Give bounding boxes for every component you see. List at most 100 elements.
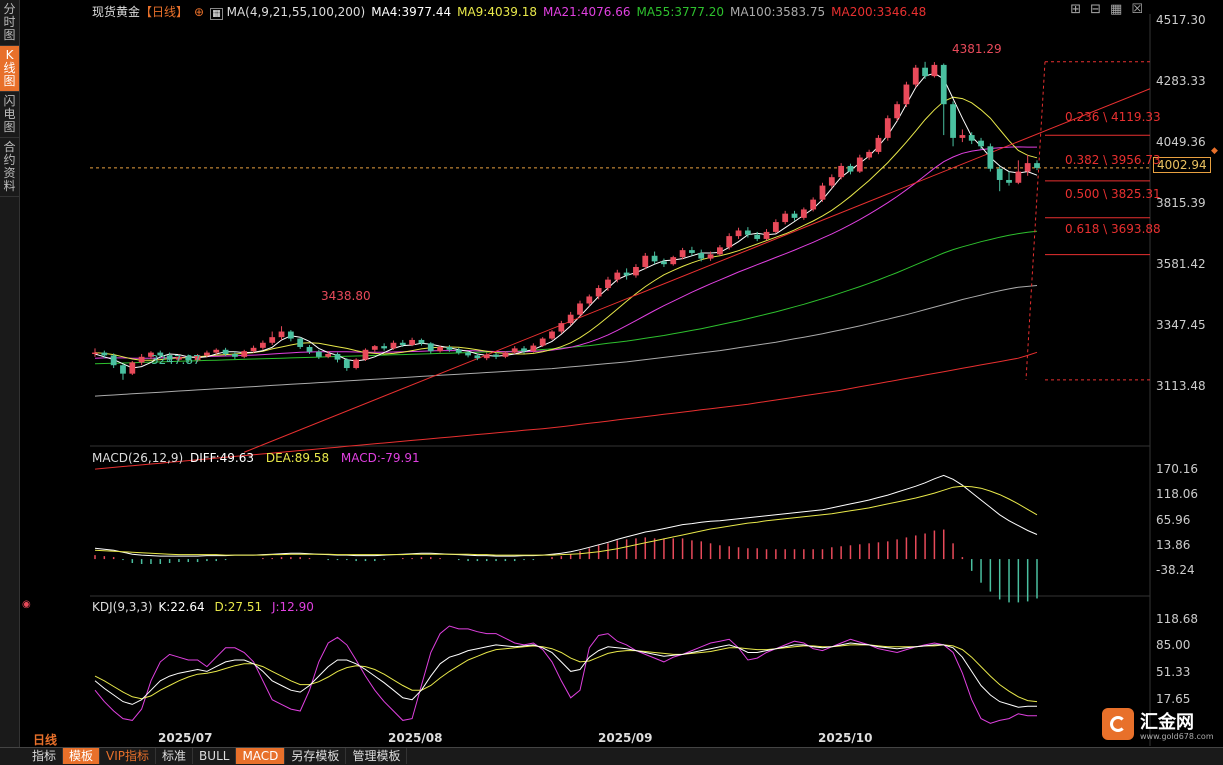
candle-body: [595, 288, 602, 297]
candle-body: [120, 365, 126, 374]
grid-icon[interactable]: ▦: [1110, 2, 1123, 17]
candle-body: [138, 356, 145, 363]
candle-body: [931, 64, 938, 77]
expand-icon[interactable]: ⊞: [1070, 2, 1082, 17]
close-icon[interactable]: ☒: [1131, 2, 1143, 17]
candle-body: [791, 213, 798, 218]
fib-label: 0.236 \ 4119.33: [1065, 110, 1161, 124]
candle-body: [623, 272, 630, 276]
candle-body: [819, 185, 826, 200]
candle-body: [493, 354, 499, 357]
candle-body: [521, 348, 527, 352]
period-label[interactable]: 【日线】: [140, 5, 189, 19]
bull-button[interactable]: BULL: [193, 748, 237, 764]
candle-body: [539, 338, 546, 346]
price-tick: 3815.39: [1156, 196, 1206, 210]
candle-body: [856, 157, 863, 172]
template-button[interactable]: 模板: [63, 748, 101, 764]
save-template-button[interactable]: 另存模板: [285, 748, 347, 764]
kdj-k-line: [94, 642, 1037, 708]
candle-body: [800, 209, 807, 218]
candle-body: [409, 339, 416, 346]
window-tools: ⊞ ⊟ ▦ ☒: [1061, 2, 1143, 17]
candle-body: [176, 356, 182, 360]
kdj-k: K:22.64: [158, 600, 205, 614]
kdj-d-line: [94, 644, 1038, 703]
ma55-line: [94, 230, 1038, 365]
indicator-button[interactable]: 指标: [26, 748, 64, 764]
macd-tick: 170.16: [1156, 462, 1198, 476]
tab-kline-chart[interactable]: K线图: [0, 46, 19, 92]
ma-params: MA(4,9,21,55,100,200): [226, 5, 366, 19]
date-tick: 2025/07: [158, 731, 213, 745]
candle-body: [651, 255, 658, 262]
date-tick: 2025/09: [598, 731, 653, 745]
candle-body: [446, 346, 453, 350]
symbol-name: 现货黄金: [92, 5, 141, 19]
kdj-header: KDJ(9,3,3) K:22.64 D:27.51 J:12.90: [92, 600, 314, 614]
candle-body: [418, 339, 425, 344]
ma9-value: MA9:4039.18: [457, 5, 537, 19]
candle-body: [334, 353, 341, 360]
candle-body: [222, 349, 229, 354]
standard-button[interactable]: 标准: [156, 748, 194, 764]
vip-indicator-button[interactable]: VIP指标: [100, 748, 157, 764]
kdj-tick: 85.00: [1156, 638, 1191, 652]
kdj-settings-icon[interactable]: ◉: [22, 599, 31, 610]
tab-time-chart[interactable]: 分时图: [0, 0, 19, 46]
candle-body: [847, 165, 854, 172]
candle-body: [959, 135, 966, 138]
mid-high-label: 3438.80: [321, 289, 371, 303]
price-marker-icon: ◆: [1211, 146, 1218, 156]
candle-body: [577, 303, 583, 315]
collapse-icon[interactable]: ⊟: [1090, 2, 1102, 17]
candle-body: [185, 356, 192, 361]
candle-body: [278, 331, 285, 338]
price-tick: 4049.36: [1156, 135, 1206, 149]
kdj-title: KDJ(9,3,3): [92, 600, 153, 614]
logo-icon: [1102, 708, 1134, 740]
candle-body: [838, 165, 845, 178]
candle-body: [605, 279, 611, 289]
candle-body: [110, 355, 117, 366]
candle-body: [381, 346, 388, 349]
candle-body: [968, 135, 975, 141]
tab-flash-chart[interactable]: 闪电图: [0, 92, 19, 138]
manage-template-button[interactable]: 管理模板: [346, 748, 408, 764]
tab-contract-info[interactable]: 合约资料: [0, 138, 19, 197]
candle-body: [679, 250, 686, 258]
price-tick: 3347.45: [1156, 318, 1206, 332]
ma100-value: MA100:3583.75: [729, 5, 826, 19]
candle-body: [698, 252, 705, 259]
candle-body: [670, 257, 677, 265]
ma200-value: MA200:3346.48: [831, 5, 927, 19]
fib-line: [1025, 61, 1046, 380]
candle-body: [987, 146, 994, 169]
candle-body: [866, 151, 873, 158]
candle-body: [810, 199, 817, 210]
price-tick: 3581.42: [1156, 257, 1206, 271]
left-tab-bar: 分时图 K线图 闪电图 合约资料: [0, 0, 20, 764]
ma-toggle-icon[interactable]: ▦: [210, 8, 223, 20]
macd-button[interactable]: MACD: [236, 748, 286, 764]
candle-body: [661, 261, 667, 265]
candle-body: [894, 104, 900, 119]
candle-body: [549, 331, 555, 339]
macd-header: MACD(26,12,9) DIFF:49.63 DEA:89.58 MACD:…: [92, 451, 420, 465]
candle-body: [1015, 171, 1022, 183]
candle-body: [642, 255, 649, 267]
ma4-value: MA4:3977.44: [371, 5, 452, 19]
candle-body: [586, 296, 593, 304]
period-indicator[interactable]: 日线: [33, 733, 58, 747]
date-tick: 2025/08: [388, 731, 443, 745]
settings-icon[interactable]: ⊕: [194, 5, 205, 19]
kdj-j-line: [94, 625, 1037, 724]
candle-body: [950, 104, 956, 138]
candle-body: [371, 346, 378, 350]
candle-body: [689, 250, 695, 253]
macd-title: MACD(26,12,9): [92, 451, 184, 465]
candle-body: [250, 347, 257, 352]
low-label: 3247.87: [151, 353, 201, 367]
candle-body: [530, 345, 537, 352]
